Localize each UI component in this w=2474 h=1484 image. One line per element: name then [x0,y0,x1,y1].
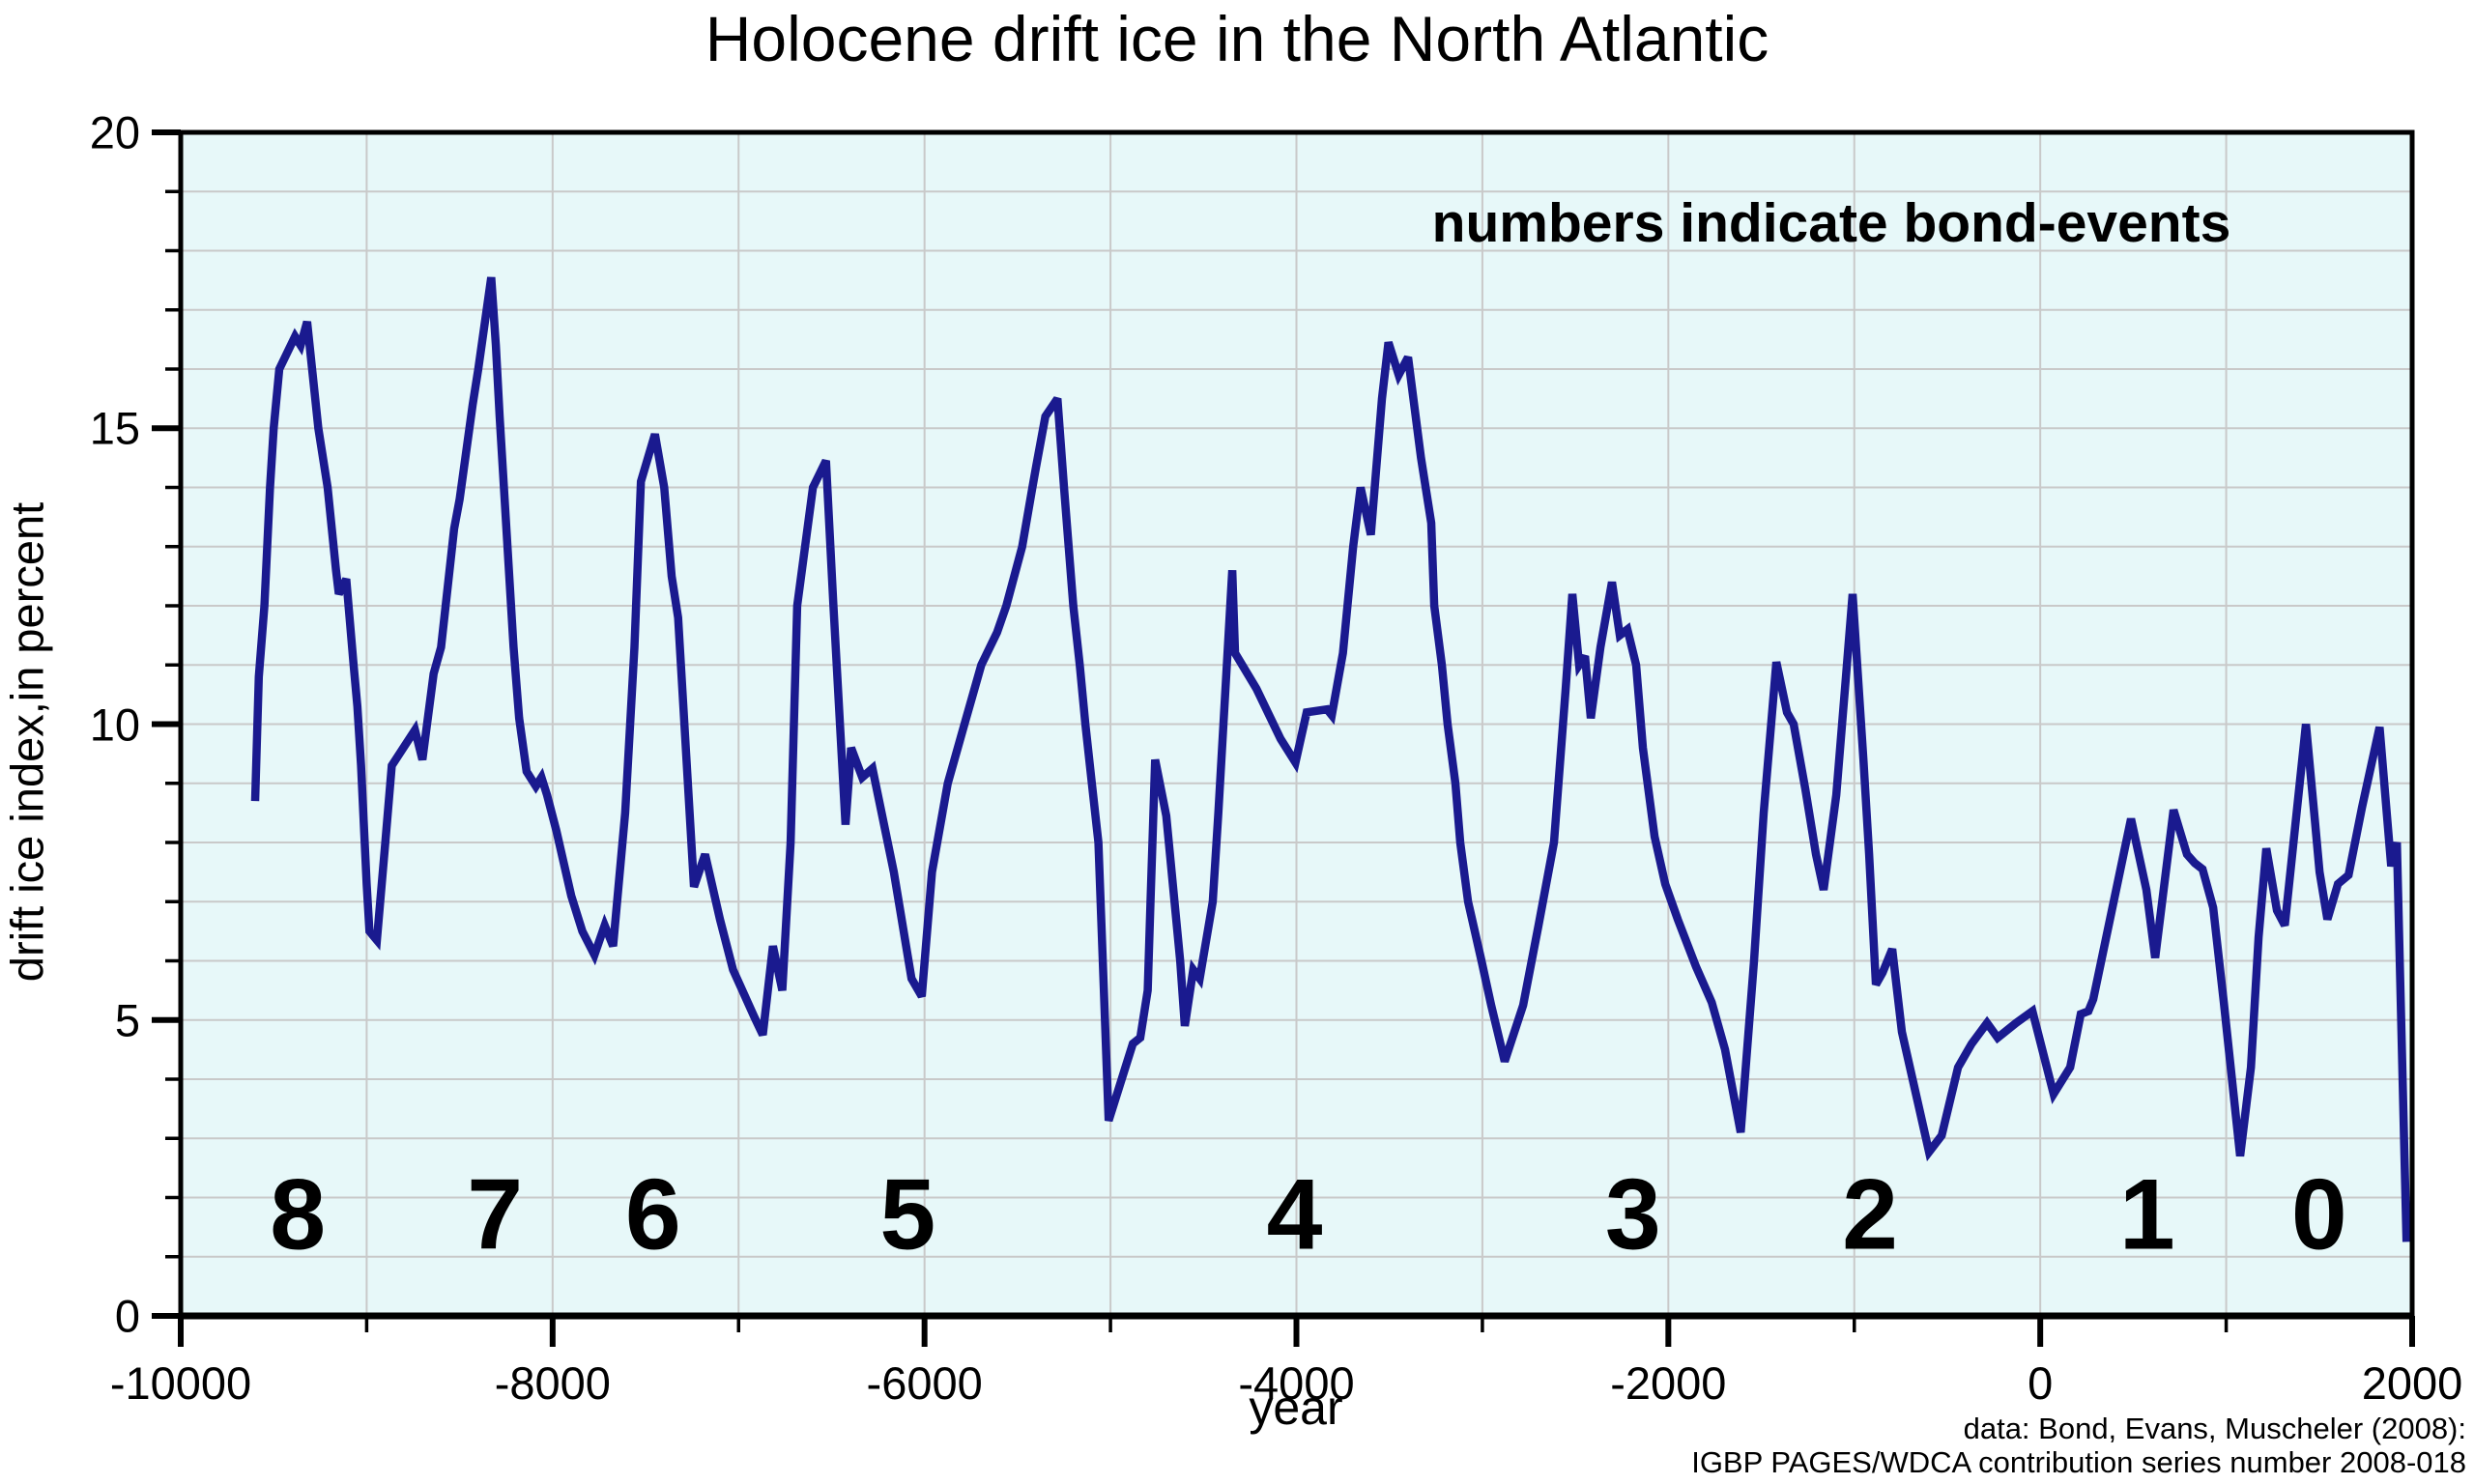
y-tick-label: 15 [89,402,140,454]
bond-events-annotation: numbers indicate bond-events [1431,192,2231,254]
x-tick-label: -4000 [1238,1357,1355,1409]
data-source-caption: data: Bond, Evans, Muscheler (2008): IGB… [1691,1412,2466,1479]
caption-line-1: data: Bond, Evans, Muscheler (2008): [1963,1412,2466,1445]
caption-line-2: IGBP PAGES/WDCA contribution series numb… [1691,1444,2466,1479]
bond-event-label-3: 3 [1604,1158,1661,1271]
bond-event-label-1: 1 [2118,1158,2175,1271]
x-tick-label: -8000 [494,1357,611,1409]
bond-event-label-7: 7 [467,1158,524,1271]
bond-event-label-2: 2 [1842,1158,1899,1271]
y-tick-label: 0 [114,1290,140,1342]
y-tick-label: 10 [89,699,140,750]
bond-event-label-5: 5 [879,1158,936,1271]
bond-event-label-0: 0 [2290,1158,2347,1271]
x-axis-title: year [1249,1381,1343,1435]
x-tick-label: 2000 [2361,1357,2463,1409]
bond-event-label-4: 4 [1266,1158,1323,1271]
drift-ice-series [250,276,2411,1242]
y-tick-label: 5 [114,994,140,1046]
x-tick-label: -2000 [1610,1357,1727,1409]
x-tick-label: -10000 [109,1357,252,1409]
x-tick-label: -6000 [866,1357,983,1409]
bond-event-label-6: 6 [624,1158,681,1271]
page-title: Holocene drift ice in the North Atlantic [705,3,1769,74]
y-tick-label: 20 [89,106,140,158]
x-tick-label: 0 [2028,1357,2054,1409]
bond-event-label-8: 8 [270,1158,327,1271]
